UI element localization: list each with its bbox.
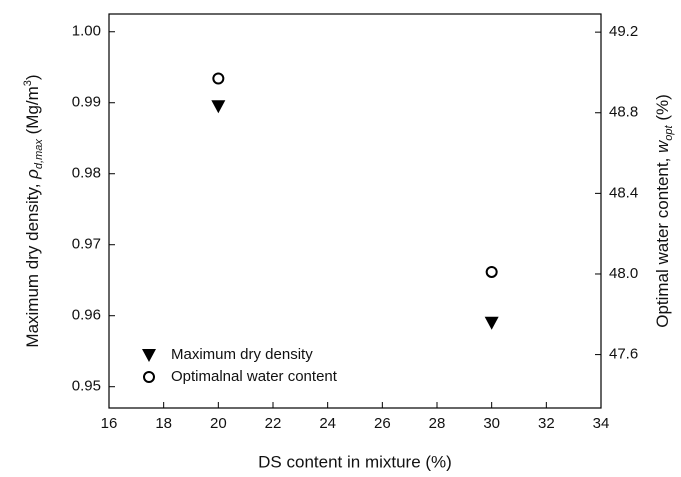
y-label-part: Maximum dry density, — [23, 179, 42, 348]
x-axis-label: DS content in mixture (%) — [258, 452, 452, 471]
data-point — [212, 72, 225, 85]
x-tick-label: 28 — [429, 415, 446, 432]
y-label-part: ρ — [23, 169, 42, 180]
y-tick-label: 0.97 — [72, 236, 101, 253]
x-tick-label: 16 — [101, 415, 118, 432]
legend-label: Maximum dry density — [171, 346, 313, 363]
data-point — [211, 100, 226, 114]
y-tick-label: 0.95 — [72, 378, 101, 395]
y-label-part: 3 — [22, 80, 34, 86]
y2-tick-label: 48.4 — [609, 184, 638, 201]
y-axis-label: Maximum dry density, ρd,max (Mg/m3) — [22, 74, 45, 347]
plot-frame — [108, 13, 602, 409]
y-label-part: (Mg/m — [23, 86, 42, 139]
x-tick-label: 22 — [265, 415, 282, 432]
y2-label-part: (%) — [653, 94, 672, 125]
y2-tick-label: 49.2 — [609, 23, 638, 40]
y2-tick-label: 48.0 — [609, 265, 638, 282]
y-label-part: d,max — [33, 139, 45, 169]
data-point — [485, 265, 498, 278]
y2-tick-label: 47.6 — [609, 346, 638, 363]
y-tick-label: 0.96 — [72, 307, 101, 324]
y-tick-label: 0.99 — [72, 94, 101, 111]
y2-label-part: Optimal water content, — [653, 153, 672, 328]
y-tick-label: 1.00 — [72, 23, 101, 40]
x-tick-label: 20 — [210, 415, 227, 432]
y-tick-label: 0.98 — [72, 165, 101, 182]
y2-axis-label: Optimal water content, wopt (%) — [653, 94, 674, 328]
legend-marker — [142, 349, 156, 362]
x-tick-label: 26 — [374, 415, 391, 432]
x-tick-label: 18 — [155, 415, 172, 432]
y2-tick-label: 48.8 — [609, 104, 638, 121]
x-tick-label: 24 — [319, 415, 336, 432]
x-tick-label: 30 — [483, 415, 500, 432]
legend-label: Optimalnal water content — [171, 368, 338, 385]
data-point — [484, 316, 499, 330]
x-tick-label: 32 — [538, 415, 555, 432]
legend-marker — [143, 371, 155, 383]
x-tick-label: 34 — [593, 415, 610, 432]
y2-label-part: opt — [663, 124, 675, 140]
y2-label-part: w — [653, 139, 672, 153]
y-label-part: ) — [23, 74, 42, 80]
